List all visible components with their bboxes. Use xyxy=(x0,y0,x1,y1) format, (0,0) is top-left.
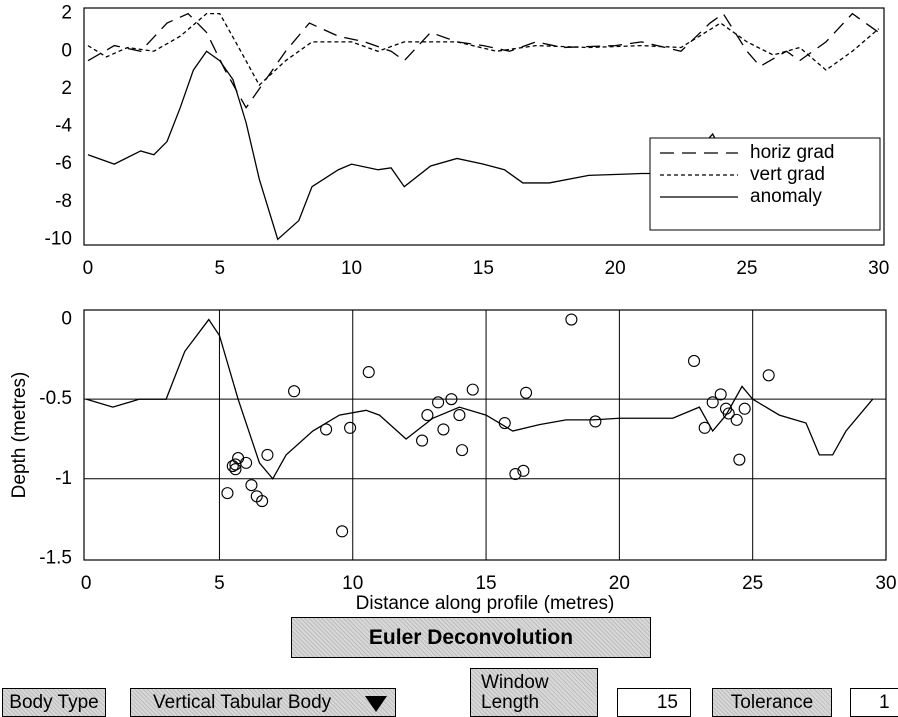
data-point xyxy=(466,383,479,396)
data-point xyxy=(336,525,349,538)
legend-label: anomaly xyxy=(750,186,822,207)
data-point xyxy=(421,409,434,422)
euler-button[interactable]: Euler Deconvolution xyxy=(291,617,651,658)
y-tick-label: 2 xyxy=(61,3,72,24)
data-point xyxy=(256,495,269,508)
y-axis-label: Depth (metres) xyxy=(9,372,30,499)
data-point xyxy=(738,402,751,415)
data-point xyxy=(445,393,458,406)
x-tick-label: 5 xyxy=(214,573,225,594)
data-line xyxy=(87,12,880,87)
data-point xyxy=(517,464,530,477)
plot-frame xyxy=(83,7,885,246)
data-point xyxy=(416,434,429,447)
data-point xyxy=(288,385,301,398)
data-point xyxy=(437,423,450,436)
data-point xyxy=(714,388,727,401)
x-tick-label: 15 xyxy=(475,573,496,594)
data-point xyxy=(722,407,735,420)
data-point xyxy=(498,417,511,430)
data-point xyxy=(245,479,258,492)
x-tick-label: 15 xyxy=(473,258,494,279)
y-tick-label: -1.5 xyxy=(39,547,72,568)
data-point xyxy=(706,396,719,409)
data-point xyxy=(698,421,711,434)
data-point xyxy=(687,354,701,368)
data-point xyxy=(221,487,234,500)
data-line xyxy=(87,12,880,109)
data-line xyxy=(85,318,874,480)
tolerance-input[interactable]: 1 xyxy=(850,688,898,717)
x-tick-label: 25 xyxy=(736,258,757,279)
data-point xyxy=(509,467,522,481)
data-point xyxy=(730,413,743,426)
dropdown-arrow xyxy=(365,696,387,712)
data-point xyxy=(520,386,533,399)
body-type-dropdown[interactable]: Vertical Tabular Body xyxy=(130,688,396,717)
x-tick-label: 30 xyxy=(875,573,896,594)
y-tick-label: 0 xyxy=(61,309,72,330)
data-point xyxy=(229,463,242,476)
data-point xyxy=(432,396,445,409)
data-point xyxy=(261,448,274,461)
window-length-input[interactable]: 15 xyxy=(617,688,691,717)
x-tick-label: 10 xyxy=(341,258,362,279)
data-point xyxy=(762,369,775,382)
x-tick-label: 0 xyxy=(83,258,94,279)
x-tick-label: 20 xyxy=(609,573,630,594)
data-point xyxy=(232,452,245,465)
data-point xyxy=(453,409,466,422)
x-tick-label: 0 xyxy=(81,573,92,594)
window-length-label: Window Length xyxy=(470,668,598,717)
y-tick-label: 2 xyxy=(61,78,72,99)
window-length-text: Window Length xyxy=(481,671,549,713)
data-point xyxy=(733,453,746,466)
data-point xyxy=(589,415,602,428)
x-tick-label: 30 xyxy=(868,258,889,279)
body-type-label: Body Type xyxy=(2,688,106,717)
x-axis-label: Distance along profile (metres) xyxy=(356,593,615,614)
y-tick-label: -10 xyxy=(45,228,72,249)
data-point xyxy=(362,366,375,379)
data-point xyxy=(240,456,253,469)
legend-label: horiz grad xyxy=(750,142,835,163)
y-tick-label: -0.5 xyxy=(39,388,72,409)
y-tick-label: -8 xyxy=(55,191,72,212)
x-tick-label: 10 xyxy=(342,573,363,594)
data-point xyxy=(565,313,578,326)
data-point xyxy=(344,421,357,434)
y-tick-label: -6 xyxy=(55,153,72,174)
x-tick-label: 5 xyxy=(214,258,225,279)
data-point xyxy=(229,458,242,471)
plot-frame xyxy=(83,309,887,561)
x-tick-label: 20 xyxy=(605,258,626,279)
y-tick-label: -1 xyxy=(55,468,72,489)
y-tick-label: -4 xyxy=(55,116,72,137)
tolerance-label: Tolerance xyxy=(712,688,832,717)
body-type-value: Vertical Tabular Body xyxy=(153,691,332,713)
legend-label: vert grad xyxy=(750,164,825,185)
x-tick-label: 25 xyxy=(742,573,763,594)
y-tick-label: 0 xyxy=(61,40,72,61)
data-point xyxy=(320,423,333,436)
data-point xyxy=(456,444,469,457)
